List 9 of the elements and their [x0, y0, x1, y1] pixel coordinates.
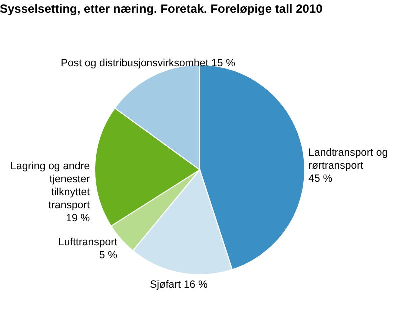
chart-title: Sysselsetting, etter næring. Foretak. Foreløpige tall 2010	[0, 2, 324, 16]
slice-label: Post og distribusjonsvirksomhet 15 %	[60, 57, 236, 70]
data-label: 5 %	[99, 250, 118, 262]
data-label: 19 %	[66, 212, 90, 225]
slice-label: Landtransport og rørtransport	[308, 146, 388, 172]
slice-label: Lufttransport	[58, 236, 118, 249]
slice-label: Sjøfart 16 %	[150, 279, 208, 292]
data-label: 45 %	[308, 172, 333, 185]
slice-label: Lagring og andre tjenester tilknyttet transport	[10, 160, 91, 212]
